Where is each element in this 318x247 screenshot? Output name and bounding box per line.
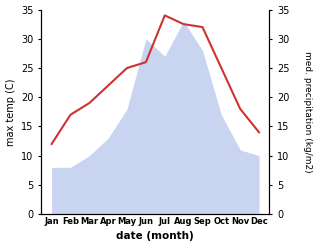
X-axis label: date (month): date (month) xyxy=(116,231,194,242)
Y-axis label: max temp (C): max temp (C) xyxy=(5,78,16,145)
Y-axis label: med. precipitation (kg/m2): med. precipitation (kg/m2) xyxy=(303,51,313,173)
